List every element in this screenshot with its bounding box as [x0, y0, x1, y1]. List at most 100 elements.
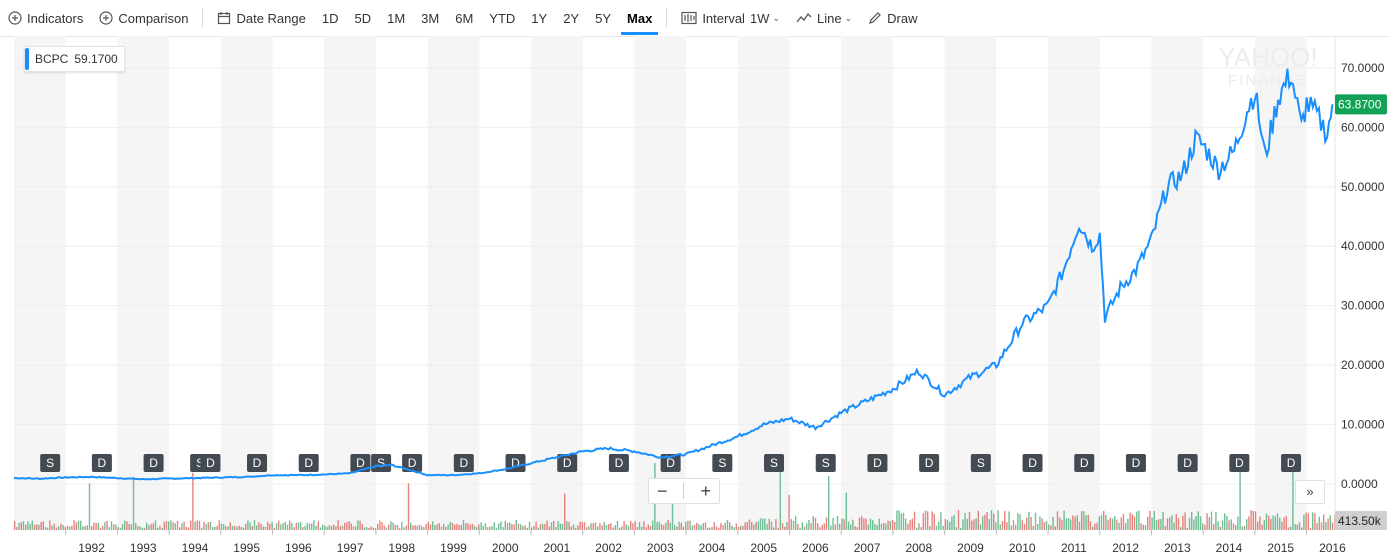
volume-bar — [476, 527, 478, 530]
range-tab-5d[interactable]: 5D — [354, 10, 372, 26]
volume-bar — [291, 522, 293, 530]
event-marker-dividend[interactable]: D — [919, 454, 940, 472]
range-tab-5y[interactable]: 5Y — [595, 10, 612, 26]
scroll-right-button[interactable]: » — [1295, 480, 1325, 504]
volume-bar — [306, 523, 308, 530]
volume-bar — [924, 510, 927, 530]
interval-value: 1W — [749, 10, 770, 26]
event-marker-split[interactable]: S — [970, 454, 991, 472]
event-marker-dividend[interactable]: D — [1177, 454, 1198, 472]
volume-bar — [806, 523, 808, 530]
event-marker-dividend[interactable]: D — [247, 454, 268, 472]
zoom-out-button[interactable]: − — [656, 481, 668, 501]
event-marker-dividend[interactable]: D — [298, 454, 319, 472]
event-marker-split[interactable]: S — [712, 454, 733, 472]
range-tab-max[interactable]: Max — [619, 0, 660, 36]
volume-bar — [482, 525, 484, 530]
event-marker-dividend[interactable]: D — [91, 454, 112, 472]
volume-bar — [311, 523, 313, 530]
volume-bar — [713, 522, 715, 530]
event-marker-dividend[interactable]: D — [350, 454, 371, 472]
volume-bar — [1015, 524, 1017, 530]
range-tab-1d[interactable]: 1D — [321, 10, 339, 26]
event-marker-dividend[interactable]: D — [1125, 454, 1146, 472]
event-marker-split[interactable]: S — [764, 454, 785, 472]
range-tab-1m[interactable]: 1M — [387, 10, 406, 26]
volume-bar — [511, 524, 513, 530]
volume-bar — [366, 527, 368, 530]
range-tab-1y[interactable]: 1Y — [531, 10, 548, 26]
x-tick-label: 1993 — [130, 541, 157, 555]
plus-circle-icon — [99, 11, 113, 25]
event-marker-dividend[interactable]: D — [867, 454, 888, 472]
zoom-in-button[interactable]: + — [700, 481, 711, 501]
volume-bar — [1210, 511, 1213, 530]
event-marker-dividend[interactable]: D — [1074, 454, 1095, 472]
volume-bar — [832, 518, 834, 530]
volume-bar — [209, 521, 212, 530]
event-marker-split[interactable]: S — [371, 454, 392, 472]
volume-bar — [119, 527, 121, 530]
volume-bar — [1197, 511, 1199, 530]
draw-button[interactable]: Draw — [860, 0, 925, 36]
event-marker-dividend[interactable]: D — [1229, 454, 1250, 472]
volume-bar — [390, 521, 392, 530]
indicators-button[interactable]: Indicators — [0, 0, 91, 36]
volume-bar — [526, 527, 528, 530]
comparison-button[interactable]: Comparison — [91, 0, 196, 36]
event-marker-dividend[interactable]: D — [557, 454, 578, 472]
range-tab-3m[interactable]: 3M — [421, 10, 440, 26]
volume-bar — [557, 521, 559, 530]
date-range-button[interactable]: Date Range — [209, 0, 313, 36]
volume-bar — [1052, 516, 1054, 530]
volume-bar — [953, 514, 955, 530]
range-tab-2y[interactable]: 2Y — [563, 10, 580, 26]
x-tick-label: 2005 — [750, 541, 777, 555]
volume-bar — [1085, 515, 1087, 530]
volume-bar — [256, 525, 258, 530]
x-tick-label: 2006 — [802, 541, 829, 555]
svg-text:D: D — [1287, 456, 1296, 470]
event-marker-dividend[interactable]: D — [1281, 454, 1302, 472]
volume-bar — [271, 521, 273, 530]
volume-bar — [1127, 518, 1129, 530]
volume-bar — [80, 520, 82, 530]
volume-bar — [971, 520, 973, 530]
event-marker-dividend[interactable]: D — [200, 454, 221, 472]
volume-bar — [1129, 512, 1131, 530]
volume-bar — [742, 526, 744, 530]
volume-bar — [1239, 468, 1241, 530]
event-marker-dividend[interactable]: D — [1022, 454, 1043, 472]
volume-bar — [894, 521, 896, 530]
event-marker-split[interactable]: S — [815, 454, 836, 472]
volume-bar — [740, 525, 742, 530]
event-marker-dividend[interactable]: D — [608, 454, 629, 472]
event-marker-dividend[interactable]: D — [660, 454, 681, 472]
event-marker-dividend[interactable]: D — [143, 454, 164, 472]
volume-bar — [861, 516, 863, 530]
chart-type-button[interactable]: Line ⌄ — [788, 0, 860, 36]
event-marker-split[interactable]: S — [40, 454, 61, 472]
volume-bar — [850, 524, 852, 530]
event-marker-dividend[interactable]: D — [402, 454, 423, 472]
volume-bar — [159, 526, 161, 530]
range-tab-6m[interactable]: 6M — [455, 10, 474, 26]
volume-bar — [394, 525, 396, 530]
volume-bar — [447, 524, 449, 530]
volume-bar — [623, 520, 625, 530]
series-legend[interactable]: BCPC 59.1700 — [24, 46, 125, 72]
event-marker-dividend[interactable]: D — [453, 454, 474, 472]
volume-bar — [1092, 526, 1094, 530]
volume-bar — [198, 520, 201, 530]
range-tabs: 1D 5D 1M 3M 6M YTD 1Y 2Y 5Y Max — [314, 0, 660, 36]
volume-bar — [1296, 524, 1298, 530]
event-marker-dividend[interactable]: D — [505, 454, 526, 472]
volume-bar — [845, 492, 847, 530]
interval-button[interactable]: Interval 1W ⌄ — [673, 0, 788, 36]
volume-bar — [152, 523, 154, 530]
volume-bar — [621, 526, 623, 530]
range-tab-ytd[interactable]: YTD — [489, 10, 516, 26]
volume-bar — [1305, 512, 1307, 530]
svg-text:D: D — [253, 456, 262, 470]
